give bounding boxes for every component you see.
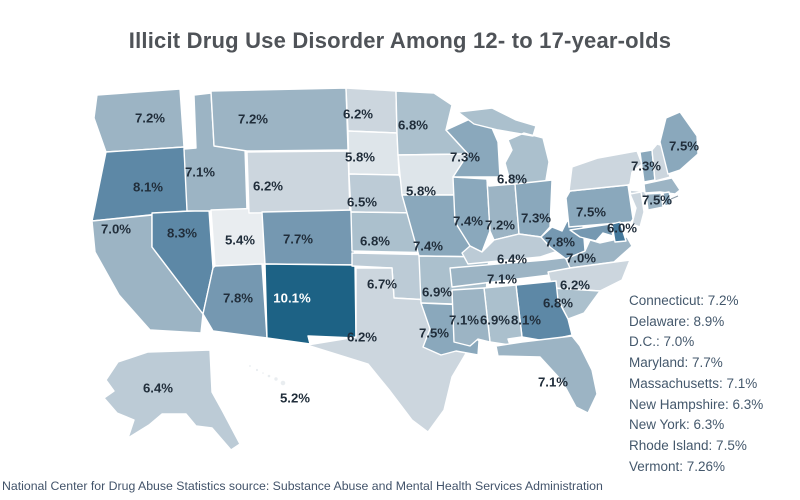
state-value-label-georgia: 8.1% <box>511 313 541 328</box>
state-value-label-virginia: 7.0% <box>566 251 596 266</box>
state-value-label-new-jersey: 6.0% <box>607 221 637 236</box>
state-mississippi <box>451 287 491 347</box>
state-value-label-missouri: 7.4% <box>413 239 443 254</box>
state-value-label-texas: 6.2% <box>347 330 377 345</box>
state-value-label-washington: 7.2% <box>135 111 165 126</box>
state-value-label-tennessee: 7.1% <box>487 272 517 287</box>
state-hawaii-island <box>260 370 266 376</box>
state-delaware <box>611 221 627 243</box>
state-value-label-illinois: 7.4% <box>453 214 483 229</box>
state-value-label-kansas: 6.8% <box>360 234 390 249</box>
state-value-label-rhode-island: 7.5% <box>642 193 672 208</box>
state-hawaii-island <box>272 375 280 383</box>
state-hawaii-island <box>266 373 272 379</box>
state-value-label-colorado: 7.7% <box>283 232 313 247</box>
state-value-label-wyoming: 6.2% <box>253 179 283 194</box>
state-value-label-wisconsin: 7.3% <box>450 150 480 165</box>
state-value-label-new-mexico: 10.1% <box>273 291 311 306</box>
state-maryland <box>569 223 614 242</box>
state-value-label-florida: 7.1% <box>538 375 568 390</box>
state-value-label-indiana: 7.2% <box>485 218 515 233</box>
state-value-label-west-virginia: 7.8% <box>545 235 575 250</box>
state-value-label-iowa: 5.8% <box>406 184 436 199</box>
state-value-label-nevada: 8.3% <box>167 226 197 241</box>
state-value-label-utah: 5.4% <box>225 233 255 248</box>
state-georgia <box>515 280 573 342</box>
state-value-label-vermont: 7.3% <box>631 159 661 174</box>
page-title: Illicit Drug Use Disorder Among 12- to 1… <box>128 28 672 53</box>
state-maine <box>659 111 699 175</box>
state-value-label-alabama: 6.9% <box>480 313 510 328</box>
side-list-item-vermont: Vermont: 7.26% <box>629 458 726 474</box>
state-arizona <box>202 263 268 339</box>
state-value-label-kentucky: 6.4% <box>497 252 527 267</box>
state-ohio <box>514 179 553 238</box>
side-list-item-massachusetts: Massachusetts: 7.1% <box>629 375 758 391</box>
side-list-item-connecticut: Connecticut: 7.2% <box>629 293 739 308</box>
side-list-item-new-hampshire: New Hampshire: 6.3% <box>629 396 764 412</box>
state-value-label-arkansas: 6.9% <box>422 285 452 300</box>
state-value-label-nebraska: 6.5% <box>347 195 377 210</box>
state-value-label-mississippi: 7.1% <box>449 313 479 328</box>
side-list-item-new-york: New York: 6.3% <box>629 417 725 433</box>
small-states-list: Connecticut: 7.2% Delaware: 8.9% D.C.: 7.0… <box>629 291 794 477</box>
state-value-label-pennsylvania: 7.5% <box>576 205 606 220</box>
state-florida <box>495 335 598 414</box>
state-montana <box>210 87 349 152</box>
state-value-label-oklahoma: 6.7% <box>367 277 397 292</box>
side-list-item-d-c: D.C.: 7.0% <box>629 334 695 350</box>
side-list-item-rhode-island: Rhode Island: 7.5% <box>629 437 747 453</box>
side-list-item-maryland: Maryland: 7.7% <box>629 355 723 371</box>
state-hawaii-island <box>254 367 260 373</box>
state-value-label-minnesota: 6.8% <box>398 118 428 133</box>
state-value-label-north-carolina: 6.2% <box>560 278 590 293</box>
source-note: National Center for Drug Abuse Statistic… <box>2 479 603 493</box>
state-connecticut <box>645 192 664 211</box>
state-value-label-alaska: 6.4% <box>143 381 173 396</box>
state-value-label-maine: 7.5% <box>669 139 699 154</box>
state-value-label-oregon: 8.1% <box>133 180 163 195</box>
state-alaska <box>103 349 241 451</box>
state-new-jersey <box>629 191 645 228</box>
leader-line-rhode-island <box>670 195 679 200</box>
state-value-label-idaho: 7.1% <box>185 165 215 180</box>
state-value-label-ohio: 7.3% <box>521 211 551 226</box>
state-rhode-island <box>662 191 673 207</box>
state-value-label-hawaii: 5.2% <box>280 391 310 406</box>
state-value-label-north-dakota: 6.2% <box>343 107 373 122</box>
state-value-label-michigan: 6.8% <box>497 172 527 187</box>
state-hawaii-island <box>279 379 287 387</box>
state-value-label-louisiana: 7.5% <box>419 326 449 341</box>
state-value-label-south-carolina: 6.8% <box>543 296 573 311</box>
state-value-label-south-dakota: 5.8% <box>345 150 375 165</box>
state-value-label-montana: 7.2% <box>238 112 268 127</box>
state-value-label-california: 7.0% <box>101 222 131 237</box>
state-hawaii-island <box>247 363 253 369</box>
state-massachusetts <box>643 177 681 195</box>
state-value-label-arizona: 7.8% <box>223 291 253 306</box>
side-list-item-delaware: Delaware: 8.9% <box>629 313 725 329</box>
